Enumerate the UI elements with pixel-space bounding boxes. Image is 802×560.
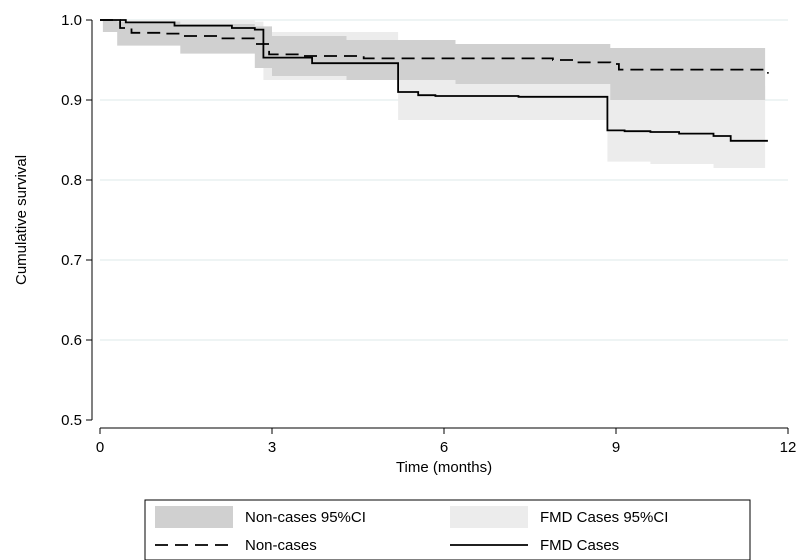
confidence-bands xyxy=(102,20,766,168)
axes: 0 3 6 9 12 0.50.60.70.80.91.0 Time (months) … xyxy=(13,12,796,476)
x-tick-label-2: 6 xyxy=(440,439,448,456)
x-tick-label-1: 3 xyxy=(268,439,276,456)
x-tick-label-4: 12 xyxy=(780,439,797,456)
noncases-line xyxy=(100,19,769,74)
x-axis-title: Time (months) xyxy=(396,459,492,476)
legend-frame xyxy=(144,499,751,560)
y-axis-title: Cumulative survival xyxy=(13,155,30,285)
y-tick-label-4: 0.9 xyxy=(61,92,82,109)
legend-item-1: FMD Cases 95%CI xyxy=(450,506,668,528)
y-ticks: 0.5 0.6 0.7 0.8 0.9 1.0 xyxy=(61,12,92,429)
legend-label-2: Non-cases xyxy=(245,537,317,554)
legend-swatch-1 xyxy=(450,506,528,528)
legend-label-1: FMD Cases 95%CI xyxy=(540,509,668,526)
noncases-ci-band xyxy=(102,20,766,100)
legend-swatch-0 xyxy=(155,506,233,528)
legend-label-0: Non-cases 95%CI xyxy=(245,509,366,526)
legend-item-0: Non-cases 95%CI xyxy=(155,506,366,528)
legend-label-3: FMD Cases xyxy=(540,537,619,554)
survival-lines xyxy=(100,19,769,142)
y-tick-label-2: 0.7 xyxy=(61,252,82,269)
x-ticks: 0 3 6 9 12 xyxy=(96,428,797,456)
fmd-cases-line xyxy=(100,19,768,142)
y-tick-label-0: 0.5 xyxy=(61,412,82,429)
legend-item-2: Non-cases xyxy=(155,537,317,554)
legend-item-3: FMD Cases xyxy=(450,537,619,554)
y-tick-label-1: 0.6 xyxy=(61,332,82,349)
x-tick-label-0: 0 xyxy=(96,439,104,456)
y-tick-label-5: 1.0 xyxy=(61,12,82,29)
legend-items: Non-cases 95%CI FMD Cases 95%CI Non-cases F… xyxy=(155,506,668,554)
y-tick-label-3: 0.8 xyxy=(61,172,82,189)
x-tick-label-3: 9 xyxy=(612,439,620,456)
legend: Non-cases 95%CI FMD Cases 95%CI Non-cases F… xyxy=(144,499,751,560)
